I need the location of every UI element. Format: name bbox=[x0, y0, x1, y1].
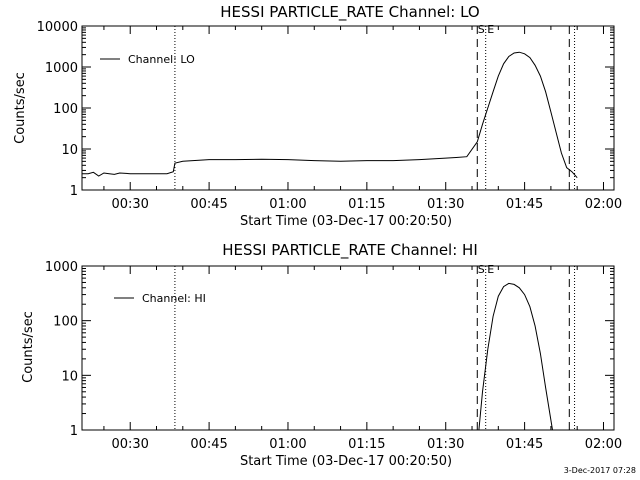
hi-x-tick-label: 01:45 bbox=[506, 437, 543, 452]
hi-y-tick-label: 1 bbox=[70, 424, 78, 439]
hi-x-tick-label: 00:45 bbox=[190, 437, 227, 452]
hi-plot-frame bbox=[81, 265, 615, 431]
hi-x-tick-label: 00:30 bbox=[111, 437, 148, 452]
footer-timestamp: 3-Dec-2017 07:28 bbox=[564, 466, 636, 475]
hi-y-tick-label: 10 bbox=[61, 369, 78, 384]
hi-chart-ylabel: Counts/sec bbox=[21, 311, 36, 383]
hi-x-tick-label: 01:00 bbox=[269, 437, 306, 452]
lo-plot-frame bbox=[81, 25, 615, 191]
lo-legend-label: Channel: LO bbox=[128, 53, 195, 66]
lo-x-tick-label: 01:00 bbox=[269, 197, 306, 212]
lo-chart-title: HESSI PARTICLE_RATE Channel: LO bbox=[220, 3, 479, 22]
hi-x-tick-label: 01:30 bbox=[427, 437, 464, 452]
lo-y-tick-label: 1 bbox=[70, 184, 78, 199]
lo-series-line bbox=[82, 51, 578, 179]
lo-marker-label: E bbox=[487, 23, 494, 36]
lo-y-tick-label: 10000 bbox=[37, 20, 78, 35]
lo-y-tick-label: 1000 bbox=[45, 61, 78, 76]
hi-series-line bbox=[478, 282, 553, 431]
lo-x-tick-label: 02:00 bbox=[585, 197, 622, 212]
hi-legend-label: Channel: HI bbox=[142, 292, 206, 305]
hi-marker-label: S bbox=[478, 263, 485, 276]
lo-y-tick-label: 10 bbox=[61, 143, 78, 158]
hi-y-tick-label: 100 bbox=[53, 315, 78, 330]
lo-x-tick-label: 01:30 bbox=[427, 197, 464, 212]
hi-x-tick-label: 01:15 bbox=[348, 437, 385, 452]
lo-chart-ylabel: Counts/sec bbox=[13, 72, 28, 144]
hi-marker-label: E bbox=[487, 263, 494, 276]
lo-x-tick-label: 01:15 bbox=[348, 197, 385, 212]
hi-chart-legend: Channel: HI bbox=[114, 292, 206, 305]
hi-chart-xlabel: Start Time (03-Dec-17 00:20:50) bbox=[240, 454, 452, 469]
lo-chart-legend: Channel: LO bbox=[100, 53, 195, 66]
lo-marker-label: S bbox=[478, 23, 485, 36]
lo-chart-xlabel: Start Time (03-Dec-17 00:20:50) bbox=[240, 214, 452, 229]
hi-chart-title: HESSI PARTICLE_RATE Channel: HI bbox=[222, 241, 478, 260]
lo-x-tick-label: 00:45 bbox=[190, 197, 227, 212]
hi-y-tick-label: 1000 bbox=[45, 260, 78, 275]
hi-channel-chart: HESSI PARTICLE_RATE Channel: HI Start Ti… bbox=[21, 241, 622, 469]
lo-y-tick-label: 100 bbox=[53, 102, 78, 117]
lo-channel-chart: HESSI PARTICLE_RATE Channel: LO Start Ti… bbox=[13, 3, 622, 229]
lo-x-tick-label: 00:30 bbox=[111, 197, 148, 212]
hi-x-tick-label: 02:00 bbox=[585, 437, 622, 452]
lo-x-tick-label: 01:45 bbox=[506, 197, 543, 212]
